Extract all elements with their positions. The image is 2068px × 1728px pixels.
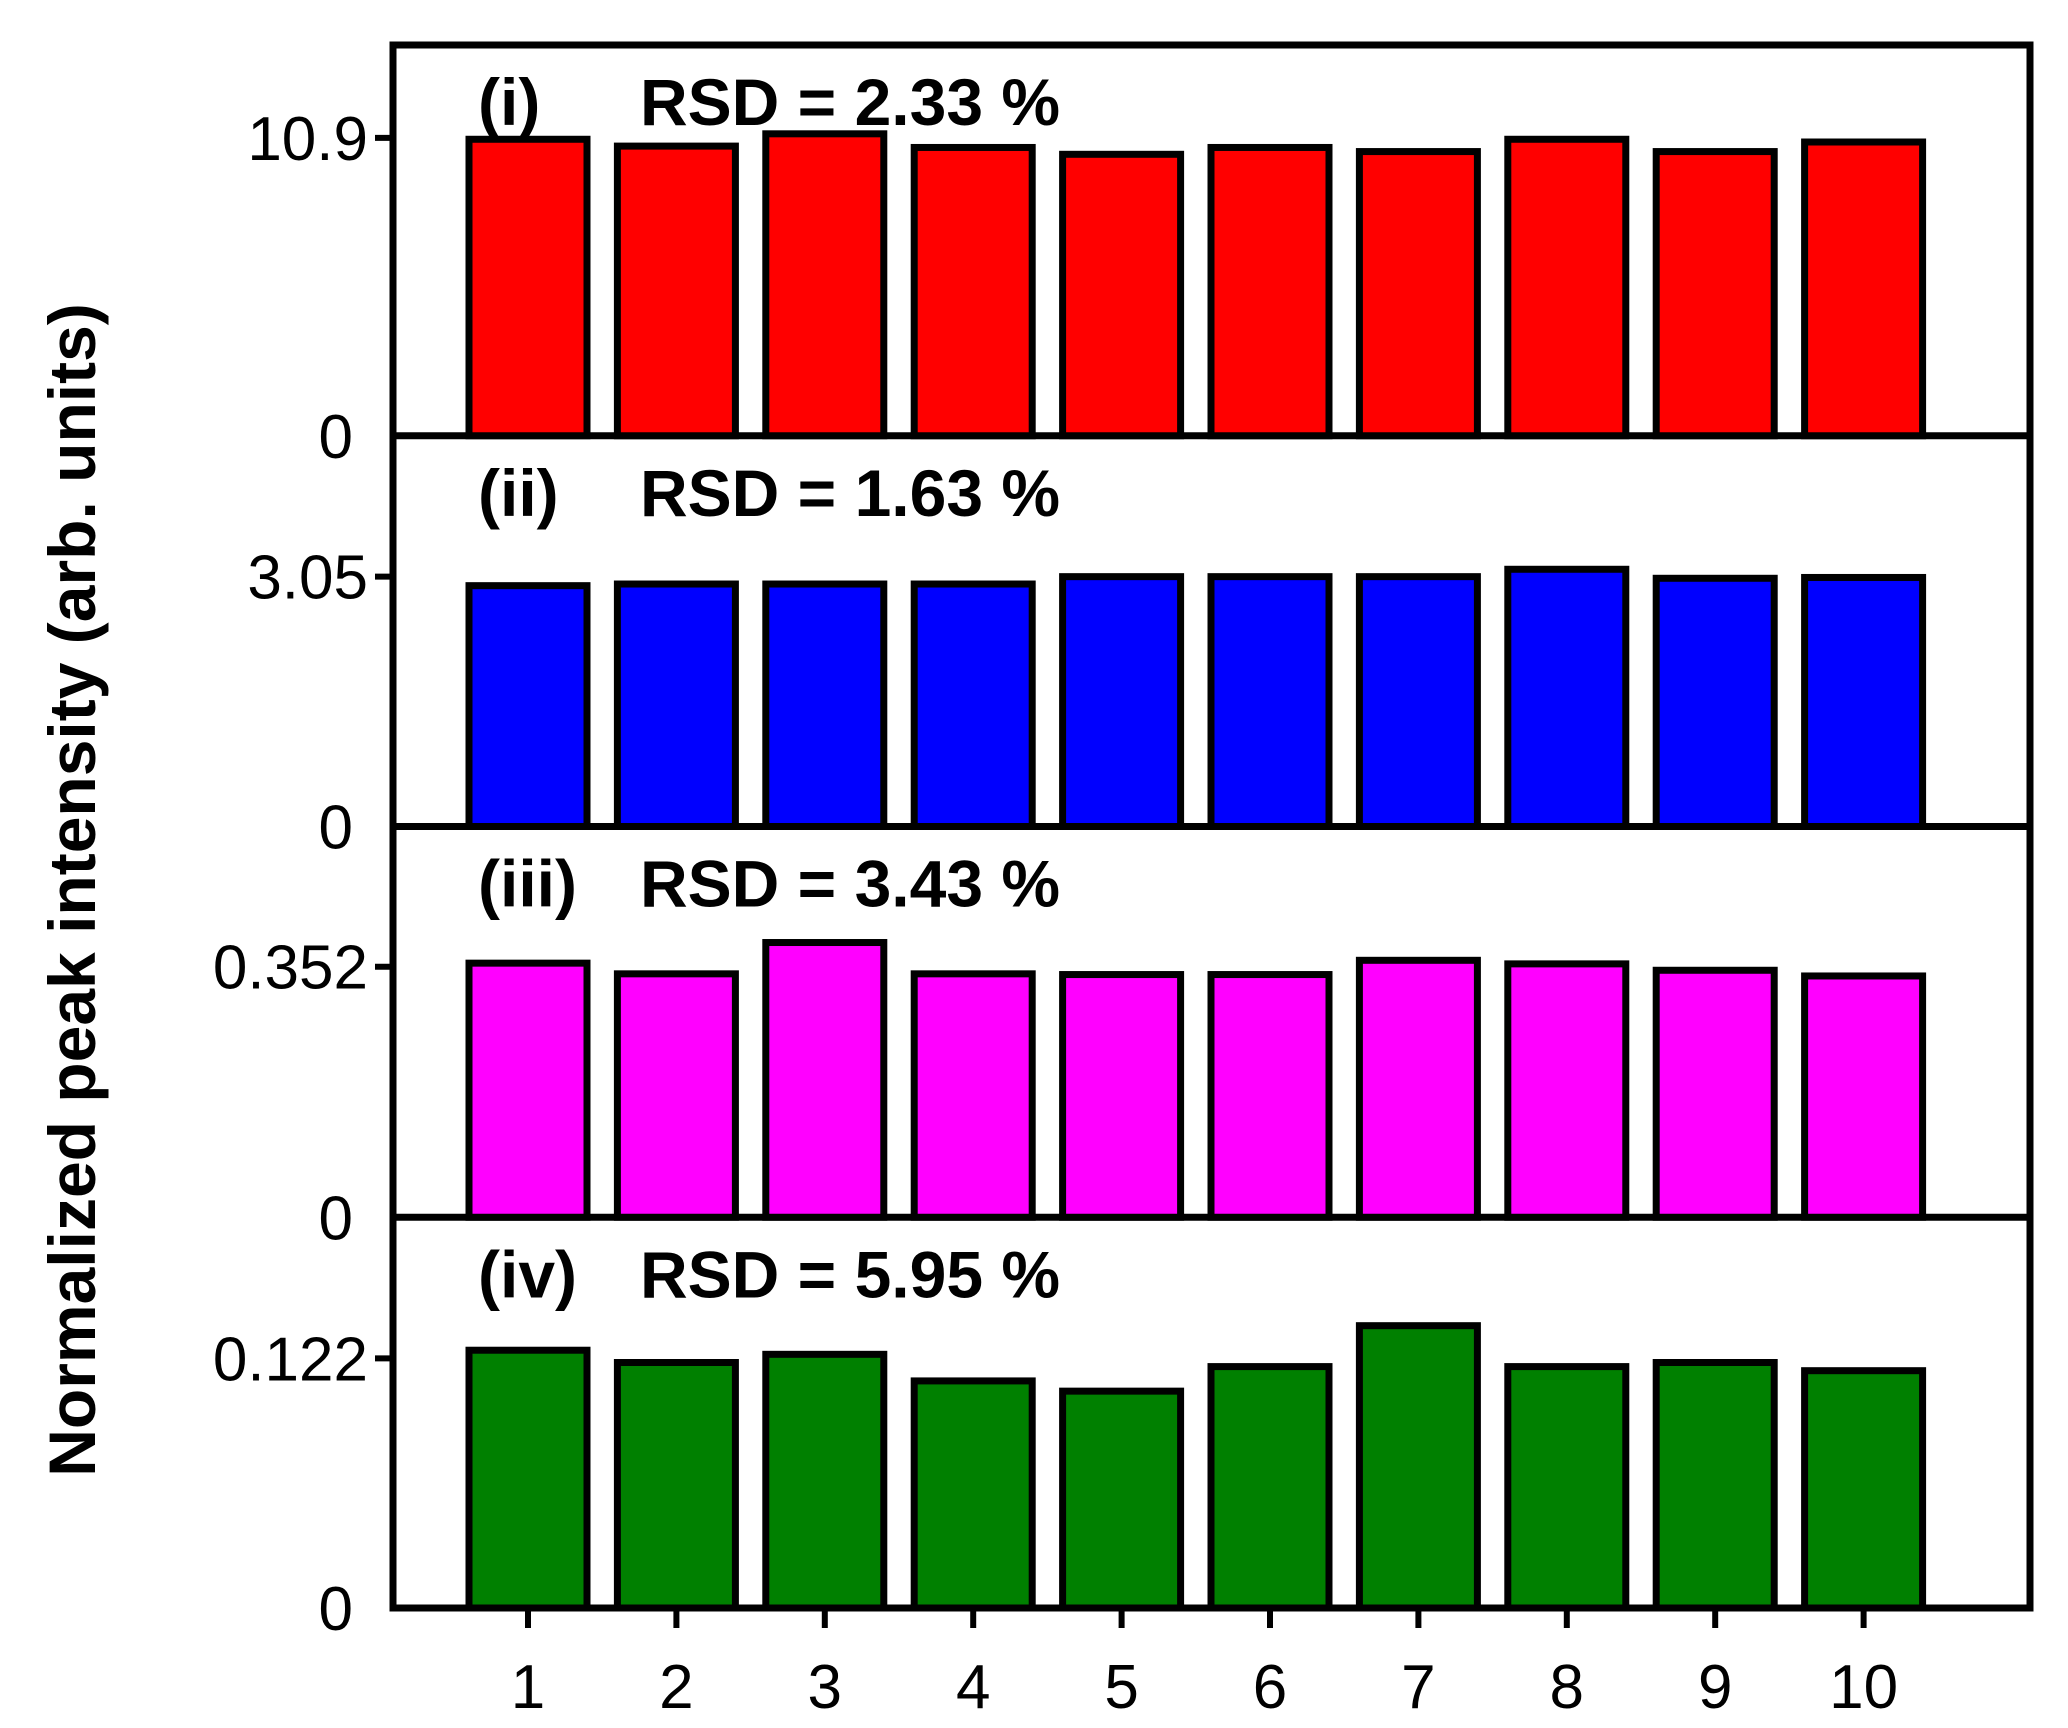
bar-3-6 — [1207, 971, 1333, 1221]
bar-1-4 — [910, 143, 1036, 440]
bar-1-3 — [762, 130, 888, 440]
bar-3-10 — [1801, 972, 1927, 1221]
bar-3-3 — [762, 939, 888, 1221]
bar-4-5 — [1059, 1387, 1185, 1612]
panel-tag: (ii) — [478, 456, 559, 530]
x-tick-label: 2 — [659, 1653, 693, 1722]
bar-2-4 — [910, 580, 1036, 831]
y-tick-label: 0 — [319, 794, 353, 863]
bar-2-5 — [1059, 573, 1185, 830]
panel-tag: (iv) — [478, 1237, 577, 1311]
bar-3-1 — [465, 959, 591, 1221]
x-tick-label: 1 — [511, 1653, 545, 1722]
bar-4-9 — [1652, 1359, 1778, 1612]
bar-2-6 — [1207, 573, 1333, 830]
bar-4-2 — [613, 1359, 739, 1612]
panel-4: 0.122 0 (iv) RSD = 5.95 % — [213, 1237, 1927, 1644]
x-tick-label: 3 — [808, 1653, 842, 1722]
bar-4-1 — [465, 1346, 591, 1612]
bar-3-2 — [613, 970, 739, 1221]
x-tick-label: 6 — [1253, 1653, 1287, 1722]
y-tick-label: 0.352 — [213, 934, 368, 1003]
bar-2-7 — [1355, 573, 1481, 830]
bar-4-4 — [910, 1377, 1036, 1612]
bar-4-10 — [1801, 1367, 1927, 1612]
x-tick-label: 4 — [956, 1653, 990, 1722]
bar-1-8 — [1504, 135, 1630, 440]
bar-2-2 — [613, 580, 739, 831]
y-tick-label: 0 — [319, 403, 353, 472]
y-axis-label: Normalized peak intensity (arb. units) — [35, 303, 109, 1477]
panel-rsd-annotation: RSD = 3.43 % — [640, 847, 1060, 921]
panel-tag: (i) — [478, 65, 540, 139]
x-tick-label: 5 — [1104, 1653, 1138, 1722]
panels: 10.9 0 (i) RSD = 2.33 % 3.05 0 (ii) RSD = 1.63 … — [213, 65, 2030, 1644]
bar-1-2 — [613, 142, 739, 440]
y-tick-label: 0 — [319, 1184, 353, 1253]
bar-1-1 — [465, 135, 591, 440]
panel-3: 0.352 0 (iii) RSD = 3.43 % — [213, 847, 2030, 1253]
bar-1-6 — [1207, 143, 1333, 440]
bar-3-7 — [1355, 956, 1481, 1221]
x-tick-label: 8 — [1550, 1653, 1584, 1722]
y-tick-label: 10.9 — [247, 105, 368, 174]
bar-3-8 — [1504, 960, 1630, 1221]
panel-2: 3.05 0 (ii) RSD = 1.63 % — [247, 456, 2030, 863]
bar-1-5 — [1059, 150, 1185, 440]
panel-rsd-annotation: RSD = 5.95 % — [640, 1237, 1060, 1311]
bar-4-7 — [1355, 1322, 1481, 1612]
bar-1-9 — [1652, 148, 1778, 440]
bar-2-8 — [1504, 565, 1630, 830]
y-tick-label: 0 — [319, 1575, 353, 1644]
bar-1-7 — [1355, 148, 1481, 440]
bar-2-10 — [1801, 573, 1927, 831]
panel-tag: (iii) — [478, 847, 577, 921]
y-tick-label: 3.05 — [247, 544, 368, 613]
x-axis: 1 2 3 4 5 6 7 8 9 10 — [511, 1608, 1898, 1722]
bar-1-10 — [1801, 138, 1927, 440]
bar-4-6 — [1207, 1363, 1333, 1612]
panel-rsd-annotation: RSD = 1.63 % — [640, 456, 1060, 530]
x-tick-label: 7 — [1401, 1653, 1435, 1722]
panel-1: 10.9 0 (i) RSD = 2.33 % — [247, 65, 2030, 472]
bar-4-8 — [1504, 1363, 1630, 1612]
bar-3-4 — [910, 970, 1036, 1221]
plot-frame — [389, 41, 2034, 1612]
bar-2-1 — [465, 582, 591, 831]
x-tick-label: 9 — [1698, 1653, 1732, 1722]
bar-4-3 — [762, 1350, 888, 1612]
bar-3-5 — [1059, 971, 1185, 1221]
y-tick-label: 0.122 — [213, 1325, 368, 1394]
bar-3-9 — [1652, 966, 1778, 1221]
bar-2-9 — [1652, 574, 1778, 830]
bar-2-3 — [762, 580, 888, 831]
x-tick-label: 10 — [1829, 1653, 1898, 1722]
panel-rsd-annotation: RSD = 2.33 % — [640, 65, 1060, 139]
